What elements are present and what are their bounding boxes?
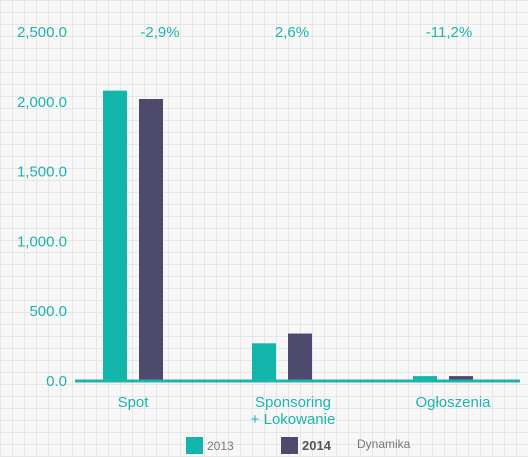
y-tick-label: 2,500.0 xyxy=(17,24,67,41)
bar-2013-1 xyxy=(252,343,276,381)
legend: 2013 2014 Dynamika xyxy=(0,437,528,455)
legend-label-2013: 2013 xyxy=(207,438,234,453)
legend-item-2013: 2013 xyxy=(186,437,234,454)
dynamics-label: 2,6% xyxy=(275,24,309,41)
bar-2014-2 xyxy=(449,376,473,381)
y-tick-label: 0.0 xyxy=(46,373,67,390)
legend-label-dynamika: Dynamika xyxy=(357,437,411,451)
legend-item-dynamika: Dynamika xyxy=(357,437,410,451)
legend-label-2014: 2014 xyxy=(302,438,331,453)
legend-swatch-2014 xyxy=(281,437,298,454)
dynamics-label: -11,2% xyxy=(426,24,472,41)
legend-swatch-2013 xyxy=(186,437,203,454)
bar-2014-0 xyxy=(139,99,163,382)
bar-2013-0 xyxy=(103,90,127,381)
bar-2013-2 xyxy=(413,376,437,381)
bar-2014-1 xyxy=(288,333,312,381)
y-tick-label: 500.0 xyxy=(29,303,67,320)
x-tick-label: Sponsoring xyxy=(255,394,331,411)
x-tick-label: Spot xyxy=(118,394,150,411)
dynamics-label: -2,9% xyxy=(140,24,179,41)
y-tick-label: 1,000.0 xyxy=(17,233,67,250)
x-tick-label: + Lokowanie xyxy=(251,411,336,428)
bar-chart: 0.0 500.0 1,000.0 1,500.0 2,000.0 2,500.0 Spot… xyxy=(17,24,520,428)
y-tick-label: 1,500.0 xyxy=(17,164,67,181)
legend-item-2014: 2014 xyxy=(281,437,331,454)
y-tick-label: 2,000.0 xyxy=(17,94,67,111)
x-tick-label: Ogłoszenia xyxy=(415,394,491,411)
